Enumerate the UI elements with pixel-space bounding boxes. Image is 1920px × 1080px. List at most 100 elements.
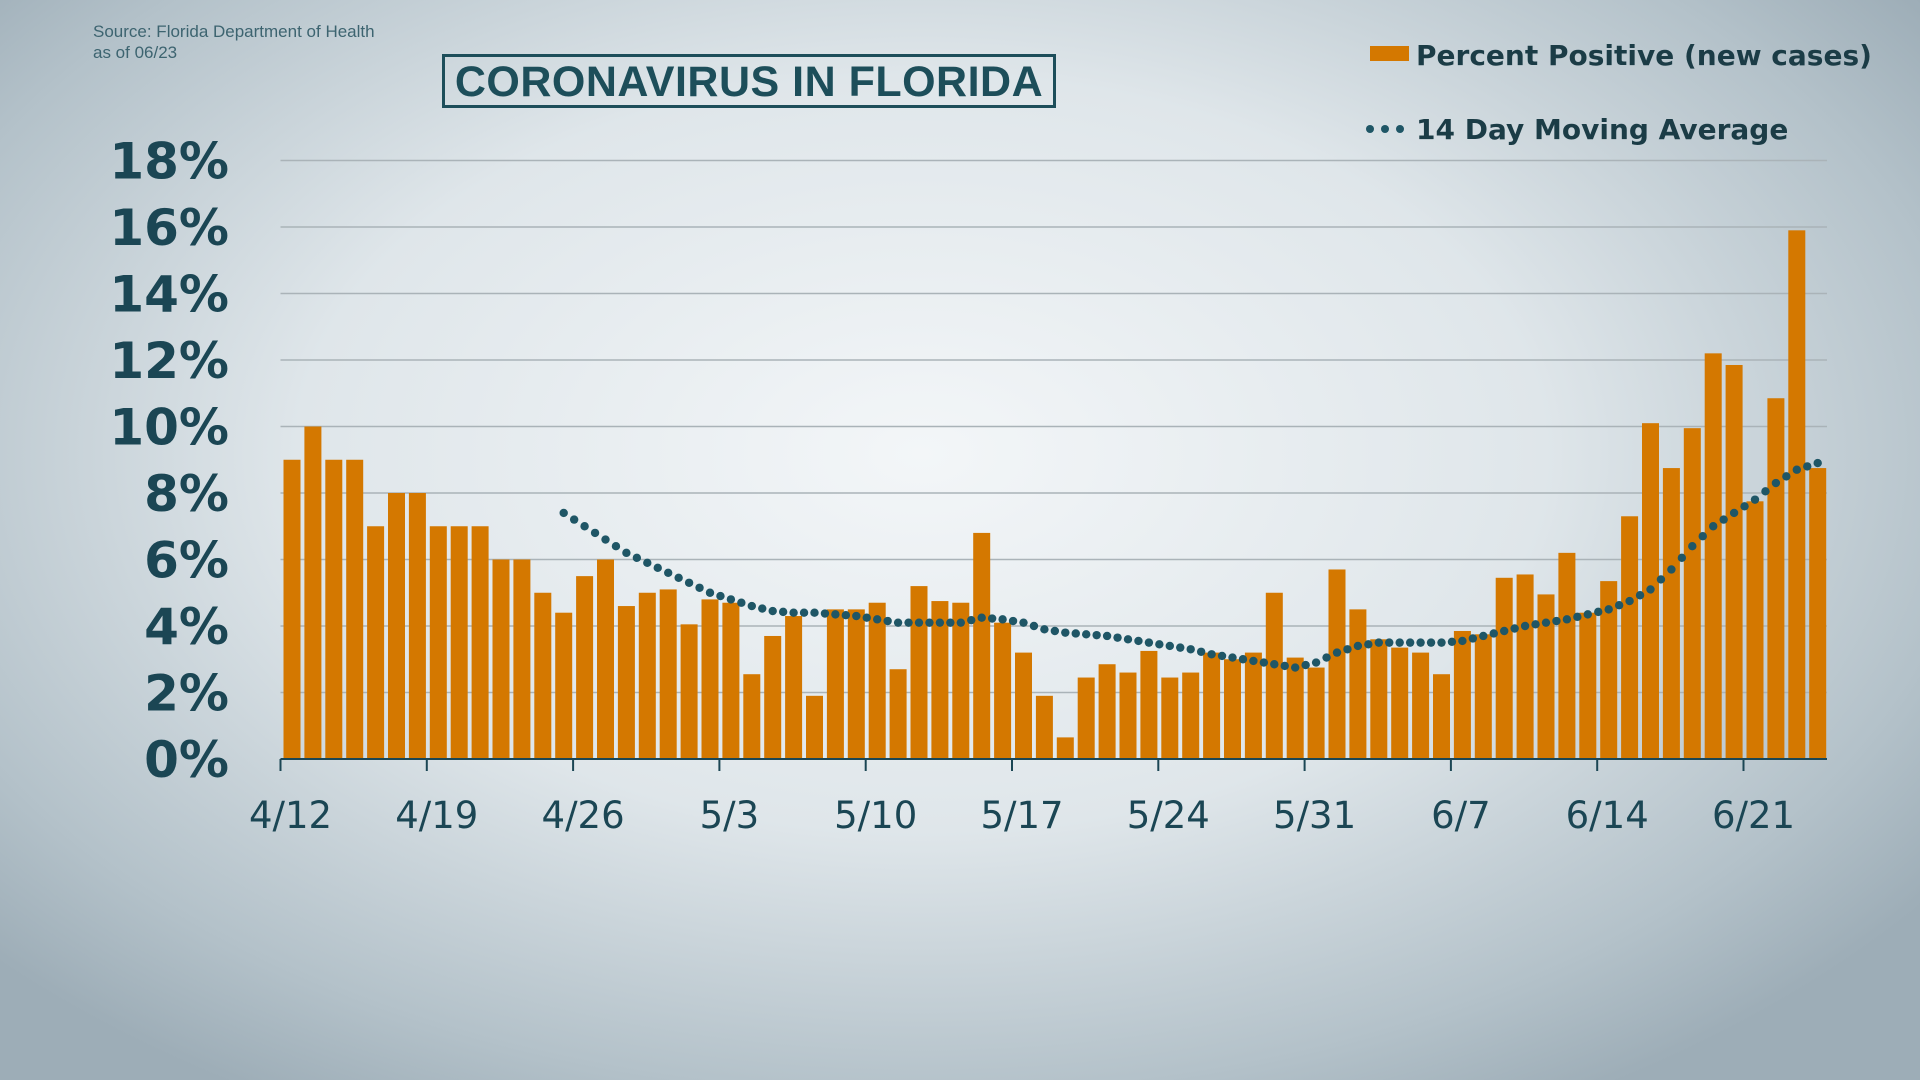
y-tick-label: 6% (144, 532, 229, 590)
average-point (1531, 620, 1540, 629)
y-tick-label: 16% (109, 199, 229, 257)
average-point (873, 615, 882, 624)
average-point (852, 611, 861, 621)
bar (617, 606, 635, 759)
average-point (1635, 591, 1645, 600)
average-point (1458, 636, 1467, 646)
x-tick-label: 4/26 (542, 794, 625, 837)
average-point (726, 595, 736, 604)
average-point (967, 615, 976, 625)
y-tick-label: 14% (109, 266, 229, 324)
bar (1370, 639, 1388, 759)
bar (1453, 630, 1471, 759)
bar (1182, 672, 1200, 759)
bar (1412, 652, 1430, 759)
x-tick-label: 4/12 (249, 794, 332, 837)
average-point (1405, 638, 1415, 647)
average-point (1541, 618, 1551, 627)
bar (1537, 594, 1555, 759)
average-point (632, 553, 642, 563)
average-point (1468, 634, 1478, 643)
average-point (893, 618, 903, 627)
average-point (1719, 515, 1728, 524)
bar (868, 602, 886, 759)
chart-title: CORONAVIRUS IN FLORIDA (442, 54, 1056, 108)
bar (346, 459, 364, 759)
average-point (1008, 616, 1018, 626)
bar (304, 426, 322, 759)
gridlines (280, 159, 1827, 694)
bar (1579, 612, 1597, 759)
bar (283, 459, 301, 759)
average-point (1782, 472, 1791, 481)
average-point (1729, 508, 1739, 518)
bar (785, 616, 803, 759)
bar (1600, 581, 1618, 759)
average-point (758, 604, 767, 613)
x-tick-label: 5/3 (700, 794, 760, 837)
average-point (601, 535, 610, 544)
as-of-date: as of 06/23 (93, 43, 178, 62)
bar (1516, 574, 1534, 759)
x-tick-label: 4/19 (395, 794, 478, 837)
average-point (1082, 630, 1091, 639)
y-tick-label: 2% (144, 665, 229, 723)
average-point (987, 614, 997, 623)
average-point (1614, 601, 1624, 610)
average-point (1144, 638, 1154, 647)
average-point (1698, 532, 1707, 541)
average-point (1259, 658, 1269, 667)
average-point (778, 607, 788, 617)
average-point (1311, 658, 1321, 667)
bar (1704, 353, 1722, 759)
average-point (1249, 656, 1258, 666)
average-point (1019, 618, 1028, 627)
average-point (1677, 553, 1687, 563)
x-tick-label: 6/14 (1566, 794, 1649, 837)
bar (1140, 650, 1158, 759)
bar (1224, 659, 1241, 759)
average-point (1803, 462, 1812, 471)
average-point (1709, 522, 1718, 531)
average-point (789, 608, 798, 617)
bar (388, 493, 405, 759)
legend-label-average: 14 Day Moving Average (1416, 113, 1788, 146)
average-point (1500, 626, 1509, 636)
bar (1349, 609, 1367, 759)
average-point (831, 610, 840, 619)
bar (325, 459, 343, 759)
bar (1244, 652, 1262, 759)
average-point (1270, 660, 1279, 669)
bar (1077, 677, 1095, 759)
average-point (674, 573, 683, 582)
bar (513, 559, 531, 759)
average-point (1489, 629, 1498, 638)
average-point (977, 613, 986, 622)
average-point (768, 606, 777, 616)
bar (722, 602, 740, 759)
average-point (946, 618, 955, 627)
average-point (1740, 502, 1749, 511)
bar (931, 601, 949, 759)
moving-average-series (559, 458, 1822, 672)
average-point (1291, 663, 1300, 672)
bar (1391, 647, 1409, 759)
x-tick-label: 5/24 (1127, 794, 1210, 837)
average-point (1562, 615, 1572, 624)
average-point (1113, 633, 1122, 642)
bar (680, 624, 698, 759)
average-point (1792, 465, 1802, 474)
average-point (1238, 655, 1248, 664)
average-point (664, 568, 673, 577)
bar (847, 609, 865, 759)
bar (1307, 667, 1325, 759)
average-point (580, 522, 589, 531)
average-point (622, 548, 631, 558)
average-point (643, 558, 652, 568)
bar (1809, 468, 1827, 759)
legend-dot-icon (1396, 125, 1404, 133)
average-point (747, 601, 756, 611)
average-point (1426, 638, 1436, 647)
average-point (956, 618, 965, 627)
